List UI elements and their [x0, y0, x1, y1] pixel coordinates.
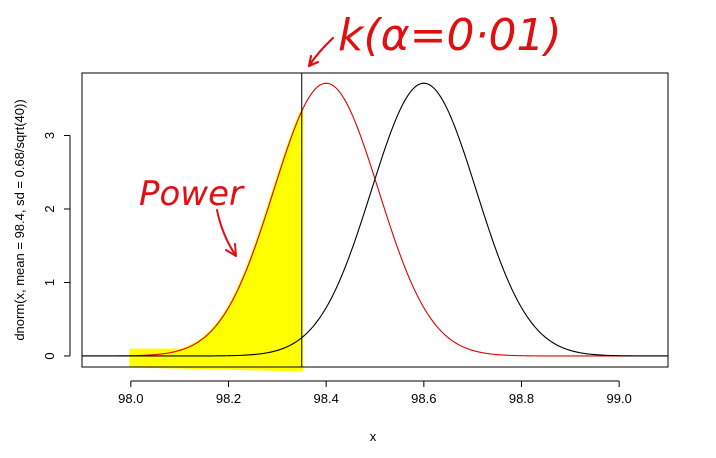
y-tick-label: 0 [42, 352, 57, 359]
x-axis: 98.0 98.2 98.4 98.6 98.8 99.0 [118, 380, 632, 406]
x-tick-label: 99.0 [607, 391, 632, 406]
power-annotation: Power [139, 174, 245, 257]
x-tick-label: 98.6 [411, 391, 436, 406]
critical-label: k(α=0·01) [338, 10, 562, 61]
density-curve-h0 [82, 82, 668, 357]
x-tick-label: 98.8 [509, 391, 534, 406]
x-tick-label: 98.0 [118, 391, 143, 406]
power-arrow [216, 209, 237, 257]
density-curve-h1 [82, 82, 668, 357]
power-shaded-region [129, 110, 304, 372]
y-axis: 0 1 2 3 [42, 132, 71, 360]
plot-frame [81, 72, 669, 368]
power-label: Power [139, 174, 245, 214]
x-axis-title: x [370, 429, 377, 444]
y-tick-label: 3 [42, 132, 57, 139]
critical-arrow [307, 36, 335, 68]
critical-annotation: k(α=0·01) [307, 10, 562, 68]
x-tick-label: 98.2 [216, 391, 241, 406]
y-tick-label: 2 [42, 205, 57, 212]
y-axis-title: dnorm(x, mean = 98.4, sd = 0.68/sqrt(40)… [12, 99, 27, 340]
y-tick-label: 1 [42, 279, 57, 286]
x-tick-label: 98.4 [314, 391, 339, 406]
